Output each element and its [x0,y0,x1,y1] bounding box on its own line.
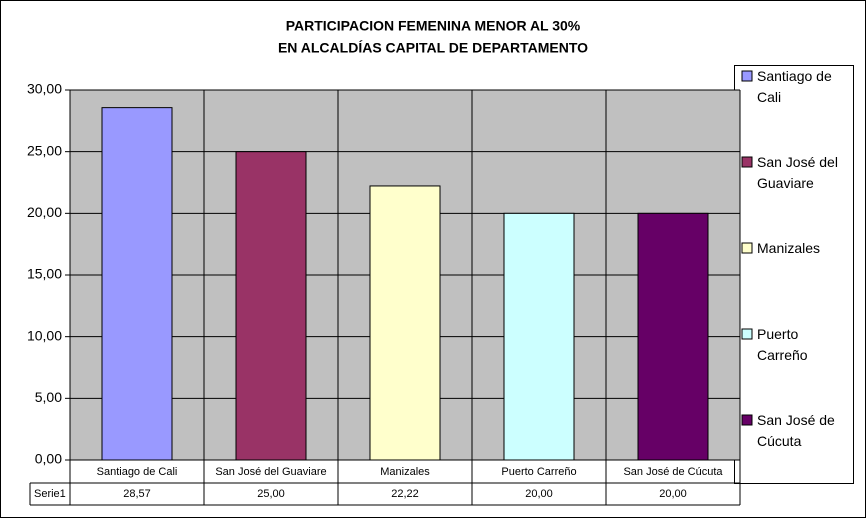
legend-label: Santiago de Cali [757,68,832,105]
legend-swatch [741,70,753,82]
x-tick-label: Santiago de Cali [97,466,178,478]
chart-title: PARTICIPACION FEMENINA MENOR AL 30% [286,18,581,34]
table-value: 20,00 [525,488,553,500]
legend-label: San José de Cúcuta [757,412,835,449]
x-tick-label: San José de Cúcuta [623,466,723,478]
x-tick-label: San José del Guaviare [215,466,326,478]
legend-swatch [741,242,753,254]
chart-title: EN ALCALDÍAS CAPITAL DE DEPARTAMENTO [278,40,588,56]
bar [235,151,307,461]
y-tick-label: 0,00 [35,451,62,467]
y-tick-label: 15,00 [27,266,62,282]
legend-swatch [741,156,753,168]
legend-label: Manizales [757,240,821,256]
legend-swatch [741,414,753,426]
bar [101,107,173,461]
x-tick-label: Manizales [380,466,430,478]
table-series-name: Serie1 [34,488,66,500]
table-value: 20,00 [659,488,687,500]
bar [369,185,441,461]
y-tick-label: 20,00 [27,204,62,220]
y-tick-label: 25,00 [27,142,62,158]
table-value: 22,22 [391,488,419,500]
legend-box [734,65,854,484]
bar [637,212,709,461]
table-value: 28,57 [123,488,151,500]
x-tick-label: Puerto Carreño [501,466,576,478]
legend-swatch [741,328,753,340]
bar [503,212,575,461]
y-tick-label: 30,00 [27,81,62,97]
y-tick-label: 10,00 [27,327,62,343]
y-tick-label: 5,00 [35,389,62,405]
table-value: 25,00 [257,488,285,500]
legend-label: San José del Guaviare [757,154,838,191]
legend-label: Puerto Carreño [757,326,808,363]
